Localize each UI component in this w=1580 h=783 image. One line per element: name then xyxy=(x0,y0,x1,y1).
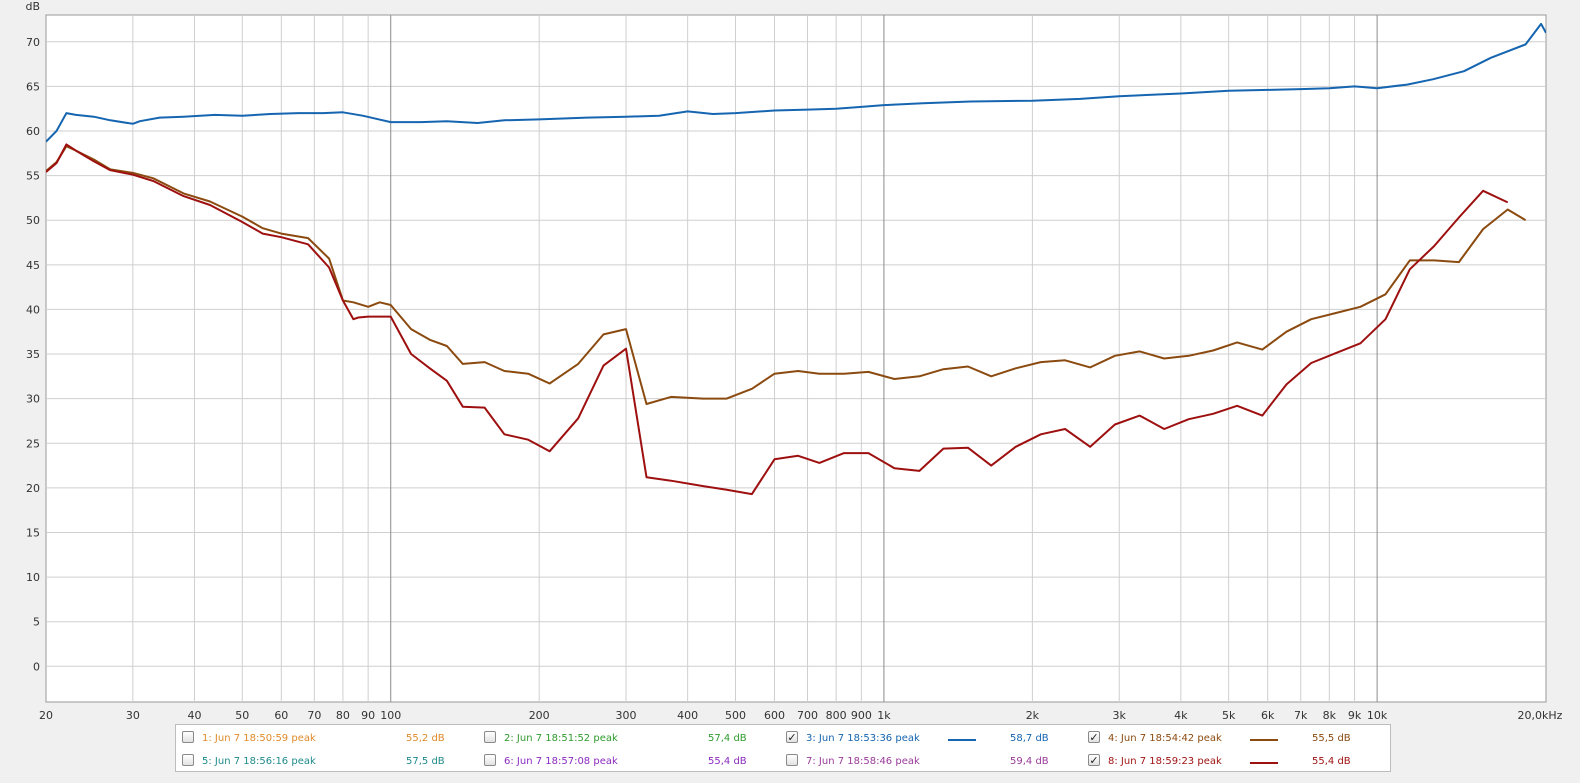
x-tick-label: 80 xyxy=(336,709,350,720)
plot-area xyxy=(45,14,1547,703)
x-tick-label: 2k xyxy=(1026,709,1040,720)
y-tick-label: 40 xyxy=(26,303,40,316)
series-line-3 xyxy=(46,143,1509,496)
y-tick-label: 70 xyxy=(26,36,40,49)
x-tick-label: 300 xyxy=(616,709,637,720)
y-tick-label: 10 xyxy=(26,571,40,584)
legend-swatch-4 xyxy=(1250,739,1278,741)
legend-checkbox-3[interactable]: ✓ xyxy=(786,731,798,744)
legend-item-8[interactable]: ✓ 8: Jun 7 18:59:23 peak 55,4 dB xyxy=(1082,750,1384,773)
legend-checkbox-2[interactable] xyxy=(484,731,496,743)
x-tick-label: 400 xyxy=(677,709,698,720)
x-tick-label: 6k xyxy=(1261,709,1275,720)
y-tick-label: 20 xyxy=(26,482,40,495)
legend-value-1: 55,2 dB xyxy=(406,733,445,744)
y-tick-label: 60 xyxy=(26,125,40,138)
legend-checkbox-1[interactable] xyxy=(182,731,194,743)
y-tick-label: 25 xyxy=(26,437,40,450)
x-tick-label: 100 xyxy=(380,709,401,720)
y-tick-label: 5 xyxy=(33,616,40,629)
legend-value-2: 57,4 dB xyxy=(708,733,747,744)
x-tick-label: 8k xyxy=(1323,709,1337,720)
x-tick-label: 30 xyxy=(126,709,140,720)
x-tick-label: 10k xyxy=(1367,709,1388,720)
legend-checkbox-7[interactable] xyxy=(786,754,798,766)
legend-row-2: 5: Jun 7 18:56:16 peak 57,5 dB 6: Jun 7 … xyxy=(176,750,1390,773)
legend-swatch-8 xyxy=(1250,762,1278,764)
legend-item-1[interactable]: 1: Jun 7 18:50:59 peak 55,2 dB xyxy=(176,727,478,750)
x-tick-label: 3k xyxy=(1113,709,1127,720)
x-tick-label: 9k xyxy=(1348,709,1362,720)
x-tick-label: 50 xyxy=(235,709,249,720)
series-line-2 xyxy=(46,145,1527,405)
legend-item-3[interactable]: ✓ 3: Jun 7 18:53:36 peak 58,7 dB xyxy=(780,727,1082,750)
y-axis-label: dB xyxy=(25,0,40,13)
legend-item-7[interactable]: 7: Jun 7 18:58:46 peak 59,4 dB xyxy=(780,750,1082,773)
x-tick-label: 4k xyxy=(1174,709,1188,720)
x-tick-label: 60 xyxy=(274,709,288,720)
y-tick-label: 55 xyxy=(26,170,40,183)
y-tick-label: 65 xyxy=(26,80,40,93)
legend-swatch-3 xyxy=(948,739,976,741)
x-tick-label: 600 xyxy=(764,709,785,720)
legend-label-5: 5: Jun 7 18:56:16 peak xyxy=(202,756,316,767)
legend-item-5[interactable]: 5: Jun 7 18:56:16 peak 57,5 dB xyxy=(176,750,478,773)
legend-label-2: 2: Jun 7 18:51:52 peak xyxy=(504,733,618,744)
legend-checkbox-5[interactable] xyxy=(182,754,194,766)
legend-value-7: 59,4 dB xyxy=(1010,756,1049,767)
legend-value-8: 55,4 dB xyxy=(1312,756,1351,767)
y-tick-label: 0 xyxy=(33,660,40,673)
legend-label-1: 1: Jun 7 18:50:59 peak xyxy=(202,733,316,744)
x-tick-label: 800 xyxy=(826,709,847,720)
x-tick-label: 1k xyxy=(877,709,891,720)
legend-checkbox-4[interactable]: ✓ xyxy=(1088,731,1100,744)
x-tick-label: 5k xyxy=(1222,709,1236,720)
chart-svg: 0 5 10 15 20 25 30 35 40 45 50 55 60 65 70 dB 20 30 40 50 60… xyxy=(25,0,1563,722)
x-tick-label: 700 xyxy=(797,709,818,720)
legend-value-5: 57,5 dB xyxy=(406,756,445,767)
legend-label-7: 7: Jun 7 18:58:46 peak xyxy=(806,756,920,767)
legend-label-3: 3: Jun 7 18:53:36 peak xyxy=(806,733,920,744)
x-tick-label: 90 xyxy=(361,709,375,720)
legend-item-6[interactable]: 6: Jun 7 18:57:08 peak 55,4 dB xyxy=(478,750,780,773)
legend-label-4: 4: Jun 7 18:54:42 peak xyxy=(1108,733,1222,744)
y-tick-label: 35 xyxy=(26,348,40,361)
y-tick-label: 45 xyxy=(26,259,40,272)
legend-panel: 1: Jun 7 18:50:59 peak 55,2 dB 2: Jun 7 … xyxy=(175,724,1391,772)
legend-value-4: 55,5 dB xyxy=(1312,733,1351,744)
legend-checkbox-6[interactable] xyxy=(484,754,496,766)
legend-value-6: 55,4 dB xyxy=(708,756,747,767)
legend-checkbox-8[interactable]: ✓ xyxy=(1088,754,1100,767)
y-tick-label: 30 xyxy=(26,393,40,406)
legend-label-8: 8: Jun 7 18:59:23 peak xyxy=(1108,756,1222,767)
legend-item-2[interactable]: 2: Jun 7 18:51:52 peak 57,4 dB xyxy=(478,727,780,750)
x-tick-label: 7k xyxy=(1294,709,1308,720)
x-tick-label: 20 xyxy=(39,709,53,720)
y-tick-label: 50 xyxy=(26,214,40,227)
x-tick-label: 40 xyxy=(187,709,201,720)
x-tick-label: 500 xyxy=(725,709,746,720)
series-line-1 xyxy=(46,22,1546,143)
x-tick-label: 70 xyxy=(307,709,321,720)
x-tick-label: 20,0kHz xyxy=(1518,709,1563,720)
legend-label-6: 6: Jun 7 18:57:08 peak xyxy=(504,756,618,767)
legend-item-4[interactable]: ✓ 4: Jun 7 18:54:42 peak 55,5 dB xyxy=(1082,727,1384,750)
y-tick-label: 15 xyxy=(26,526,40,539)
legend-value-3: 58,7 dB xyxy=(1010,733,1049,744)
x-tick-label: 900 xyxy=(851,709,872,720)
x-tick-label: 200 xyxy=(529,709,550,720)
legend-row-1: 1: Jun 7 18:50:59 peak 55,2 dB 2: Jun 7 … xyxy=(176,727,1390,750)
